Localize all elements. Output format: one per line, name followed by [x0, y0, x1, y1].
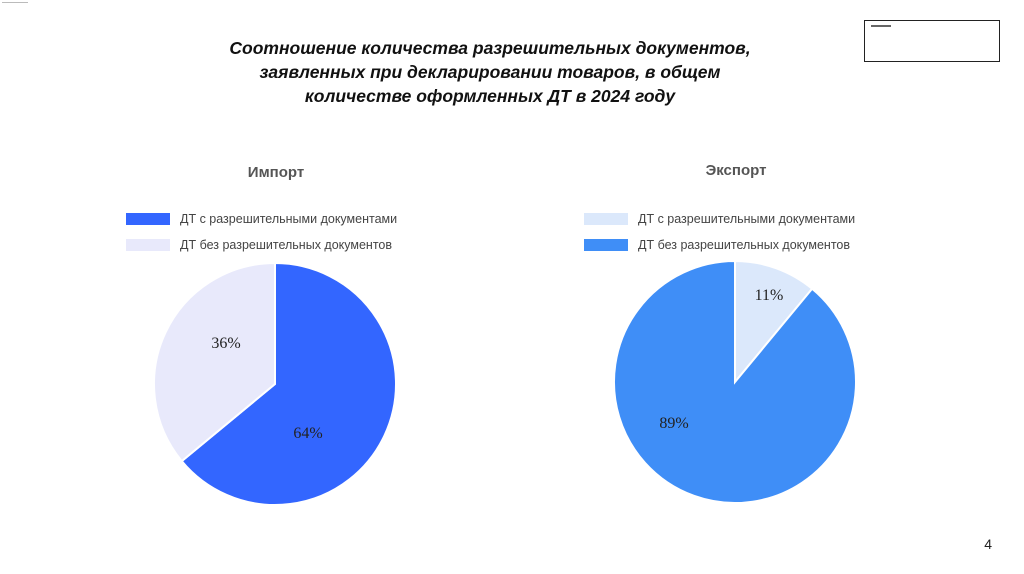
page-number: 4 [984, 536, 992, 552]
slice-label-1: 89% [659, 415, 688, 432]
legend-item: ДТ с разрешительными документами [584, 206, 855, 232]
slice-label-1: 36% [211, 335, 240, 352]
title-line-1: Соотношение количества разрешительных до… [229, 38, 751, 58]
pie-slice-1 [153, 261, 276, 463]
pie-import: 64% 36% [153, 261, 397, 506]
legend-item: ДТ без разрешительных документов [584, 232, 855, 258]
title-line-3: количестве оформленных ДТ в 2024 году [304, 86, 676, 106]
pie-slice-1 [613, 260, 857, 504]
import-chart-panel: Импорт ДТ с разрешительными документами … [86, 150, 466, 530]
pie-slice-0 [734, 260, 814, 385]
legend-label: ДТ без разрешительных документов [638, 238, 851, 252]
title-line-2: заявленных при декларировании товаров, в… [259, 62, 721, 82]
legend-item: ДТ с разрешительными документами [126, 206, 397, 232]
pie-slice-0 [180, 261, 397, 506]
legend-label: ДТ с разрешительными документами [180, 212, 398, 226]
chart-title-export: Экспорт [705, 162, 767, 179]
corner-placeholder-box [864, 20, 1000, 62]
pie-export: 11% 89% [613, 260, 857, 504]
slice-label-0: 64% [293, 425, 322, 442]
slide-title: Соотношение количества разрешительных до… [170, 36, 810, 108]
legend-swatch-1 [126, 239, 170, 251]
legend-label: ДТ с разрешительными документами [638, 212, 856, 226]
legend-import: ДТ с разрешительными документами ДТ без … [126, 206, 397, 258]
legend-item: ДТ без разрешительных документов [126, 232, 397, 258]
corner-mark [2, 2, 28, 3]
legend-label: ДТ без разрешительных документов [180, 238, 393, 252]
legend-swatch-0 [126, 213, 170, 225]
legend-swatch-0 [584, 213, 628, 225]
legend-export: ДТ с разрешительными документами ДТ без … [584, 206, 855, 258]
legend-swatch-1 [584, 239, 628, 251]
corner-box-mark [871, 25, 891, 27]
export-chart-panel: Экспорт ДТ с разрешительными документами… [546, 150, 926, 530]
chart-title-import: Импорт [247, 164, 305, 181]
slice-label-0: 11% [755, 287, 784, 304]
